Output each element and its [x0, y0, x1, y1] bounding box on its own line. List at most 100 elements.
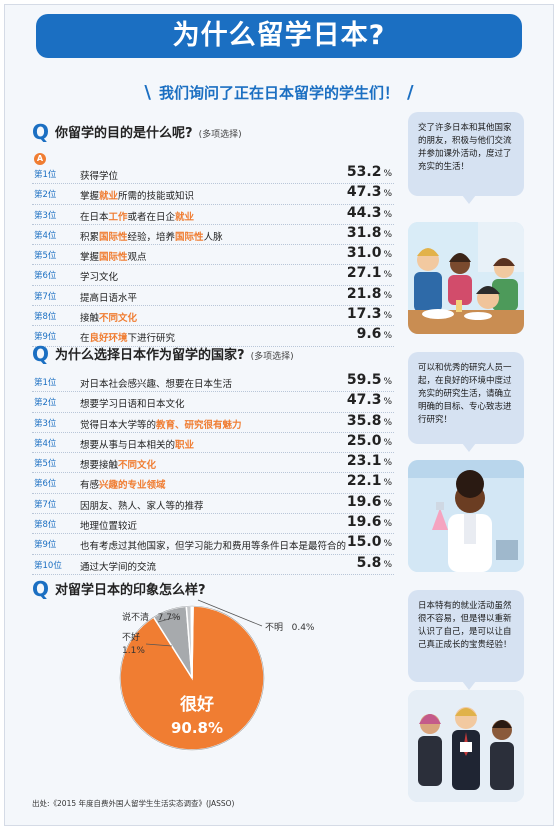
percentage-number: 25.0	[346, 432, 382, 449]
answer-text-part: 接触	[80, 313, 100, 325]
reason-row-4: 第4位 想要从事与日本相关的职业 25.0%	[32, 432, 394, 454]
q-mark: Q	[32, 342, 50, 366]
percentage-value: 9.6%	[357, 326, 392, 342]
rank-label: 第7位	[34, 499, 57, 510]
question-2-note: (多项选择)	[250, 352, 294, 362]
highlighted-keyword: 就业	[99, 191, 119, 203]
rank-label: 第2位	[34, 398, 57, 409]
pie-label-bad-name: 不好	[122, 633, 141, 643]
answer-text-part: 想要学习日语和日本文化	[80, 399, 185, 411]
rank-label: 第3位	[34, 418, 57, 429]
pie-svg	[119, 605, 265, 751]
reason-row-2: 第2位 想要学习日语和日本文化 47.3%	[32, 392, 394, 413]
answer-text: 觉得日本大学等的教育、研究很有魅力	[80, 417, 242, 431]
answer-text: 地理位置较近	[80, 518, 137, 532]
highlighted-keyword: 工作	[108, 211, 128, 223]
purpose-row-1: 第1位 获得学位 53.2%	[32, 164, 394, 185]
answer-text: 想要学习日语和日本文化	[80, 396, 185, 410]
highlighted-keyword: 不同文化	[99, 313, 138, 325]
percentage-unit: %	[383, 478, 392, 489]
rank-label: 第4位	[34, 438, 57, 449]
rank-label: 第5位	[34, 251, 57, 262]
rank-label: 第4位	[34, 230, 57, 241]
purpose-row-8: 第8位 接触不同文化 17.3%	[32, 306, 394, 327]
question-1-note: (多项选择)	[198, 130, 242, 140]
percentage-number: 19.6	[346, 493, 382, 510]
answer-text-part: 观点	[127, 252, 147, 264]
answer-text: 积累国际性经验，培养国际性人脉	[80, 229, 223, 243]
student-comment-bubble-1: 交了许多日本和其他国家的朋友，积极与他们交流并参加课外活动，度过了充实的生活！	[408, 112, 524, 204]
percentage-number: 17.3	[346, 306, 382, 323]
answer-text: 也有考虑过其他国家，但学习能力和费用等条件日本是最符合的	[80, 538, 346, 552]
percentage-number: 21.8	[346, 285, 382, 302]
percentage-value: 31.0%	[347, 245, 392, 261]
answer-text-part: 有感	[80, 480, 100, 492]
rank-label: 第9位	[34, 332, 57, 343]
rank-label: 第8位	[34, 312, 57, 323]
percentage-value: 53.2%	[347, 164, 392, 180]
percentage-unit: %	[383, 189, 392, 200]
answer-text: 接触不同文化	[80, 310, 137, 324]
highlighted-keyword: 兴趣的专业领域	[99, 480, 166, 492]
source-note: 出处:《2015 年度自费外国人留学生生活实态调查》(JASSO)	[32, 799, 235, 808]
reason-row-10: 第10位 通过大学间的交流 5.8%	[32, 555, 394, 575]
pie-label-unknown-name: 不明	[265, 623, 284, 633]
percentage-unit: %	[383, 498, 392, 509]
researcher-lab-illustration	[408, 460, 524, 572]
student-comment-bubble-3: 日本特有的就业活动虽然很不容易，但是得以重新认识了自己，是可以让自己真正成长的宝…	[408, 590, 524, 690]
students-dining-illustration	[408, 222, 524, 334]
highlighted-keyword: 就业	[175, 211, 195, 223]
percentage-value: 23.1%	[347, 453, 392, 469]
answer-text: 掌握国际性观点	[80, 249, 147, 263]
percentage-number: 44.3	[346, 204, 382, 221]
percentage-value: 19.6%	[347, 514, 392, 530]
purpose-row-7: 第7位 提高日语水平 21.8%	[32, 286, 394, 307]
pie-label-unclear-name: 说不清	[122, 613, 150, 623]
students-dining-image	[408, 222, 524, 334]
answer-text-part: 对日本社会感兴趣、想要在日本生活	[80, 379, 233, 390]
answer-text: 想要接触不同文化	[80, 457, 156, 471]
reason-row-9: 第9位 也有考虑过其他国家，但学习能力和费用等条件日本是最符合的 15.0%	[32, 534, 394, 555]
rank-label: 第6位	[34, 479, 57, 490]
answer-text-part: 想要从事与日本相关的	[80, 439, 176, 451]
rank-label: 第8位	[34, 520, 57, 531]
rank-label: 第3位	[34, 210, 57, 221]
answer-text-part: 掌握	[80, 252, 100, 264]
percentage-unit: %	[383, 377, 392, 387]
percentage-unit: %	[383, 559, 392, 570]
job-hunting-image	[408, 690, 524, 802]
percentage-number: 23.1	[346, 453, 382, 470]
pie-label-unclear: 说不清 7.7%	[122, 610, 180, 623]
question-2-heading: Q 为什么选择日本作为留学的国家? (多项选择)	[32, 342, 294, 366]
answer-text-part: 掌握	[80, 191, 100, 203]
subtitle: \ 我们询问了正在日本留学的学生们！ /	[0, 82, 558, 103]
answer-text-part: 学习文化	[80, 272, 119, 284]
percentage-unit: %	[383, 229, 392, 240]
percentage-number: 35.8	[346, 412, 382, 429]
answer-text-part: 经验，培养	[127, 231, 176, 243]
percentage-number: 27.1	[346, 265, 382, 282]
percentage-value: 31.8%	[347, 225, 392, 241]
answer-text-part: 或者在日企	[127, 211, 176, 223]
answer-text-part: 人脉	[203, 231, 223, 243]
percentage-value: 19.6%	[347, 494, 392, 510]
pie-label-bad: 不好 1.1%	[122, 632, 145, 658]
answer-text-part: 通过大学间的交流	[80, 561, 157, 573]
highlighted-keyword: 职业	[175, 439, 195, 451]
answer-text: 对日本社会感兴趣、想要在日本生活	[80, 376, 232, 390]
leader-line-unclear	[157, 615, 181, 623]
percentage-value: 21.8%	[347, 286, 392, 302]
question-1-text: 你留学的目的是什么呢?	[55, 126, 193, 141]
reason-row-5: 第5位 想要接触不同文化 23.1%	[32, 453, 394, 474]
percentage-number: 47.3	[346, 392, 382, 409]
rank-label: 第7位	[34, 291, 57, 302]
percentage-unit: %	[383, 539, 392, 550]
percentage-unit: %	[383, 209, 392, 220]
question-1-heading: Q 你留学的目的是什么呢? (多项选择)	[32, 120, 242, 144]
percentage-unit: %	[383, 458, 392, 469]
pie-main-label: 很好 90.8%	[162, 690, 232, 737]
answer-text-part: 提高日语水平	[80, 292, 138, 304]
purpose-row-4: 第4位 积累国际性经验，培养国际性人脉 31.8%	[32, 225, 394, 246]
answer-text: 提高日语水平	[80, 290, 137, 304]
rank-label: 第5位	[34, 459, 57, 470]
